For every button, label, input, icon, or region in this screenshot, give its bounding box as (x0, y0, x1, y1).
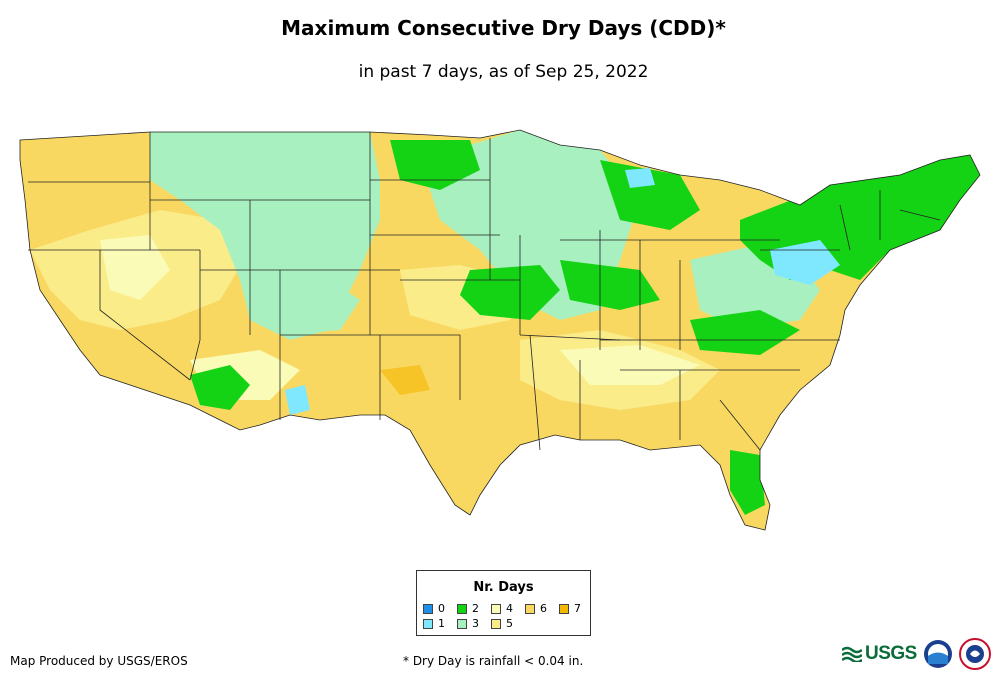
legend-label: 1 (438, 617, 445, 630)
region-2-days (190, 365, 250, 410)
legend-label: 4 (506, 602, 513, 615)
usgs-logo-text: USGS (865, 643, 917, 664)
region-1-day (770, 240, 840, 285)
region-2-days (600, 160, 700, 230)
region-2-days (730, 450, 765, 515)
region-1-day (625, 168, 655, 188)
region-2-days (460, 265, 560, 320)
legend-item-1: 1 (423, 617, 445, 630)
legend-item-5: 5 (491, 617, 513, 630)
legend-item-4: 4 (491, 602, 513, 615)
legend-swatch (457, 603, 467, 614)
map-subtitle: in past 7 days, as of Sep 25, 2022 (358, 62, 649, 82)
region-2-days (560, 260, 660, 310)
legend-item-3: 3 (457, 617, 479, 630)
legend-title: Nr. Days (473, 580, 534, 595)
region-4-days (560, 345, 700, 385)
legend-label: 0 (438, 602, 445, 615)
legend-item-2: 2 (457, 602, 479, 615)
region-2-days (390, 140, 480, 190)
legend-swatch (491, 603, 501, 614)
legend-swatch (423, 603, 433, 614)
legend-item-6: 6 (525, 602, 547, 615)
legend-label: 5 (506, 617, 513, 630)
logo-group: USGS (842, 638, 991, 670)
legend-label: 7 (574, 602, 581, 615)
nws-logo-icon (958, 638, 991, 670)
credit-text: Map Produced by USGS/EROS (10, 654, 188, 668)
region-3-days (250, 280, 360, 335)
legend-swatch (423, 618, 433, 629)
legend-swatch (457, 618, 467, 629)
region-4-days (100, 235, 170, 300)
legend-swatch (525, 603, 535, 614)
state-boundaries (19, 129, 981, 531)
legend-label: 2 (472, 602, 479, 615)
usgs-wave-icon (842, 646, 862, 662)
region-2-days (690, 310, 800, 355)
region-1-day (285, 385, 310, 415)
footnote-text: * Dry Day is rainfall < 0.04 in. (403, 654, 584, 668)
map-title: Maximum Consecutive Dry Days (CDD)* (281, 16, 726, 40)
legend-item-7: 7 (559, 602, 581, 615)
noaa-logo-icon (923, 640, 952, 668)
legend-item-0: 0 (423, 602, 445, 615)
legend-swatch (491, 618, 501, 629)
legend-label: 6 (540, 602, 547, 615)
legend-swatch (559, 603, 569, 614)
legend: Nr. Days 0 1 2 3 4 5 6 (416, 570, 591, 636)
region-7-days (380, 365, 430, 395)
cdd-map (19, 129, 981, 531)
legend-label: 3 (472, 617, 479, 630)
usgs-logo: USGS (842, 643, 917, 665)
